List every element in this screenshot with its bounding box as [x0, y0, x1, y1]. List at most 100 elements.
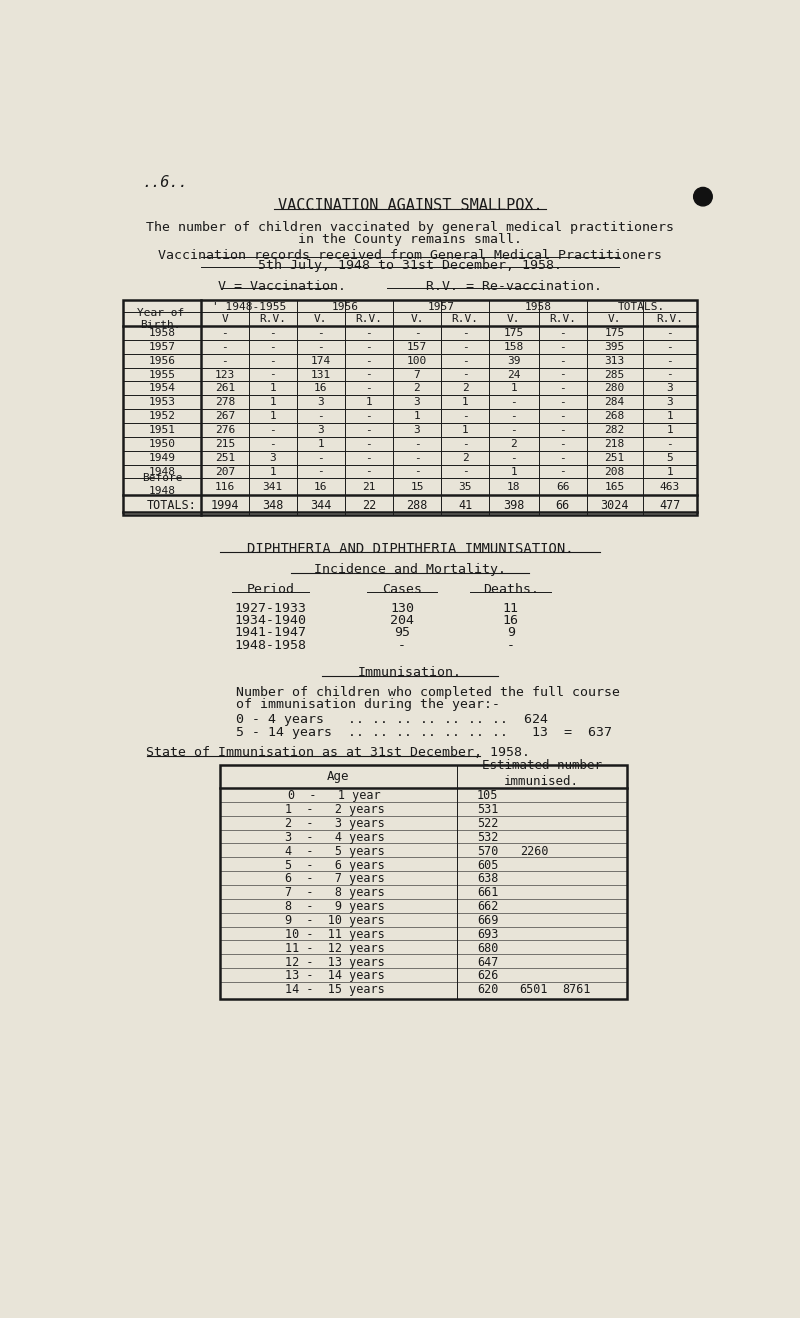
Text: The number of children vaccinated by general medical practitioners: The number of children vaccinated by gen…: [146, 221, 674, 235]
Text: Deaths.: Deaths.: [482, 583, 538, 596]
Text: -: -: [462, 411, 469, 422]
Text: 285: 285: [605, 369, 625, 380]
Text: 39: 39: [507, 356, 521, 365]
Text: 1927-1933: 1927-1933: [234, 602, 306, 614]
Text: 1941-1947: 1941-1947: [234, 626, 306, 639]
Text: 638: 638: [477, 873, 498, 886]
Text: Cases: Cases: [382, 583, 422, 596]
Text: -: -: [506, 639, 514, 651]
Text: 3: 3: [666, 384, 673, 393]
Text: 218: 218: [605, 439, 625, 449]
Text: 8  -   9 years: 8 - 9 years: [285, 900, 384, 913]
Text: -: -: [462, 369, 469, 380]
Text: -: -: [510, 411, 518, 422]
Text: -: -: [318, 411, 324, 422]
Text: -: -: [559, 439, 566, 449]
Text: 1951: 1951: [149, 424, 175, 435]
Text: 130: 130: [390, 602, 414, 614]
Text: 3: 3: [666, 397, 673, 407]
Text: TOTALS.: TOTALS.: [618, 302, 666, 312]
Text: 16: 16: [502, 614, 518, 627]
Text: -: -: [366, 341, 372, 352]
Text: -: -: [270, 424, 276, 435]
Text: -: -: [270, 341, 276, 352]
Text: 10 -  11 years: 10 - 11 years: [285, 928, 384, 941]
Text: 1: 1: [414, 411, 420, 422]
Text: V.: V.: [314, 314, 328, 324]
Text: 1957: 1957: [427, 302, 454, 312]
Text: 1957: 1957: [149, 341, 175, 352]
Text: 313: 313: [605, 356, 625, 365]
Text: -: -: [414, 467, 420, 477]
Text: 208: 208: [605, 467, 625, 477]
Text: ..6..: ..6..: [142, 175, 188, 190]
Text: 5  -   6 years: 5 - 6 years: [285, 858, 384, 871]
Text: V.: V.: [410, 314, 424, 324]
Text: 174: 174: [310, 356, 331, 365]
Text: DIPHTHERIA AND DIPHTHERIA IMMUNISATION.: DIPHTHERIA AND DIPHTHERIA IMMUNISATION.: [246, 542, 574, 556]
Text: -: -: [510, 452, 518, 463]
Text: 165: 165: [605, 482, 625, 492]
Text: -: -: [666, 356, 673, 365]
Text: 463: 463: [659, 482, 680, 492]
Text: 570: 570: [477, 845, 498, 858]
Text: 3: 3: [318, 424, 324, 435]
Text: -: -: [270, 328, 276, 337]
Text: 175: 175: [504, 328, 524, 337]
Text: 1  -   2 years: 1 - 2 years: [285, 803, 384, 816]
Text: -: -: [559, 369, 566, 380]
Text: -: -: [398, 639, 406, 651]
Text: -: -: [510, 397, 518, 407]
Text: 1949: 1949: [149, 452, 175, 463]
Text: 395: 395: [605, 341, 625, 352]
Text: 1948-1958: 1948-1958: [234, 639, 306, 651]
Text: -: -: [559, 384, 566, 393]
Text: 261: 261: [214, 384, 235, 393]
Text: 7: 7: [414, 369, 420, 380]
Text: -: -: [366, 369, 372, 380]
Text: R.V.: R.V.: [656, 314, 683, 324]
Text: Estimated number
immunised.: Estimated number immunised.: [482, 759, 602, 788]
Text: 1952: 1952: [149, 411, 175, 422]
Text: -: -: [318, 341, 324, 352]
Text: 647: 647: [477, 956, 498, 969]
Text: 341: 341: [262, 482, 283, 492]
Text: 344: 344: [310, 500, 331, 511]
Text: 0  -   1 year: 0 - 1 year: [288, 789, 381, 803]
Text: 3: 3: [414, 424, 420, 435]
Text: 1: 1: [462, 397, 469, 407]
Text: 280: 280: [605, 384, 625, 393]
Text: -: -: [510, 424, 518, 435]
Text: -: -: [559, 467, 566, 477]
Text: -: -: [559, 411, 566, 422]
Text: 105: 105: [477, 789, 498, 803]
Text: 1: 1: [270, 384, 276, 393]
Text: 1: 1: [318, 439, 324, 449]
Text: V: V: [222, 314, 228, 324]
Text: -: -: [462, 467, 469, 477]
Text: 41: 41: [458, 500, 472, 511]
Text: -: -: [222, 341, 228, 352]
Text: 215: 215: [214, 439, 235, 449]
Text: 3  -   4 years: 3 - 4 years: [285, 830, 384, 844]
Text: 123: 123: [214, 369, 235, 380]
Text: R.V.: R.V.: [451, 314, 478, 324]
Text: 16: 16: [314, 482, 328, 492]
Text: R.V.: R.V.: [259, 314, 286, 324]
Text: 284: 284: [605, 397, 625, 407]
Text: -: -: [559, 397, 566, 407]
Text: -: -: [559, 452, 566, 463]
Text: 3: 3: [270, 452, 276, 463]
Text: 3: 3: [414, 397, 420, 407]
Text: 2: 2: [462, 384, 469, 393]
Text: -: -: [462, 439, 469, 449]
Bar: [123, 299, 697, 515]
Text: 620: 620: [477, 983, 498, 996]
Text: 18: 18: [507, 482, 521, 492]
Text: -: -: [222, 328, 228, 337]
Text: VACCINATION AGAINST SMALLPOX.: VACCINATION AGAINST SMALLPOX.: [278, 198, 542, 214]
Text: 1934-1940: 1934-1940: [234, 614, 306, 627]
Text: 2  -   3 years: 2 - 3 years: [285, 817, 384, 830]
Text: 1: 1: [510, 467, 518, 477]
Text: of immunisation during the year:-: of immunisation during the year:-: [236, 699, 500, 710]
